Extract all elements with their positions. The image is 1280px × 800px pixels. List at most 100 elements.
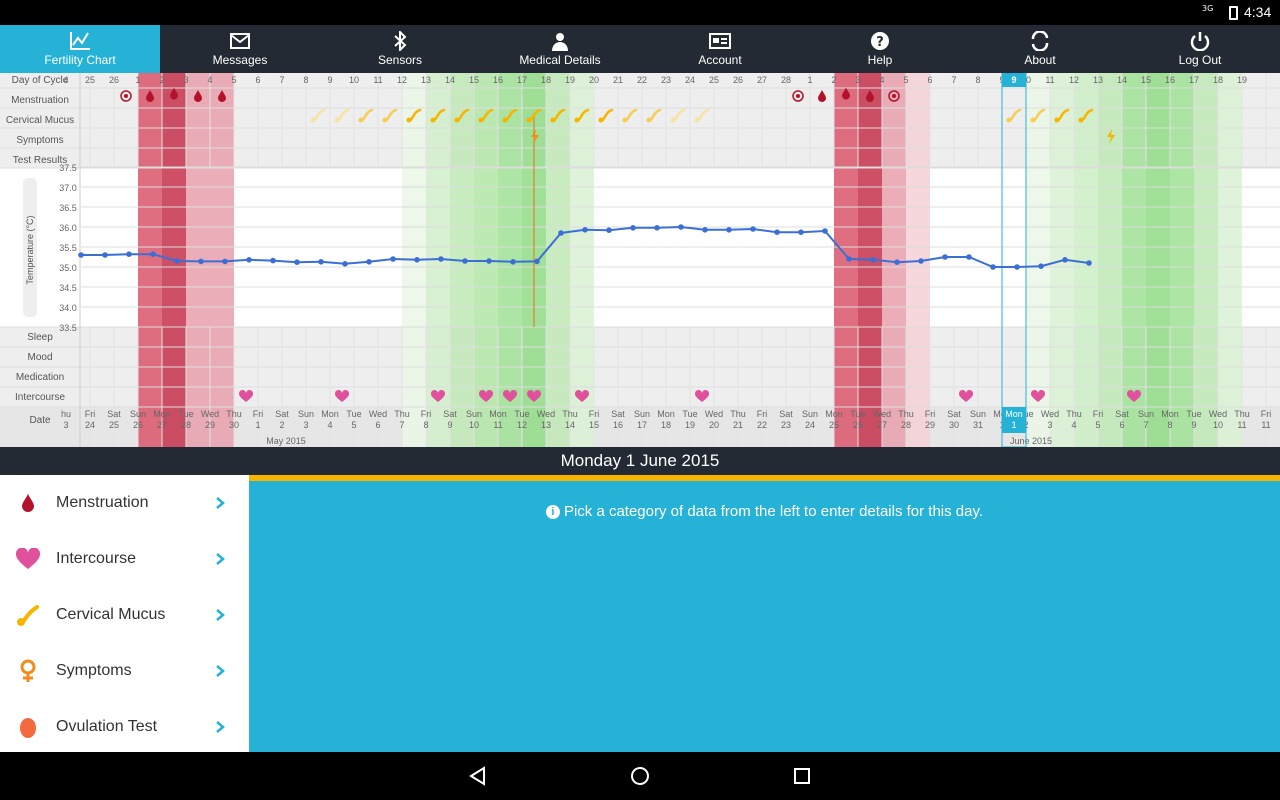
category-label: Symptoms [56, 662, 132, 679]
day-column-shade [1218, 73, 1242, 447]
temperature-point [1014, 264, 1020, 270]
cycle-day-label: 3 [855, 75, 860, 85]
mucus-icon [598, 117, 604, 123]
category-cervical-mucus[interactable]: Cervical Mucus [0, 587, 249, 643]
temperature-point [486, 258, 492, 264]
home-icon[interactable] [630, 766, 650, 786]
refresh-icon [1031, 31, 1049, 51]
menstruation-drop-icon [194, 90, 202, 102]
chart-icon [70, 32, 90, 50]
weekday-label: Sun [298, 409, 314, 419]
bluetooth-icon [394, 31, 407, 51]
weekday-label: Thu [226, 409, 242, 419]
monthday-label: 27 [157, 420, 167, 430]
weekday-label: Tue [682, 409, 697, 419]
recents-icon[interactable] [792, 766, 812, 786]
weekday-label: Tue [178, 409, 193, 419]
temperature-point [294, 259, 300, 265]
intercourse-heart-icon [1126, 389, 1142, 402]
fertility-chart[interactable]: Day of Cycle Menstruation Cervical Mucus Sy… [0, 73, 1280, 447]
nav-medical-details[interactable]: Medical Details [480, 25, 640, 73]
monthday-label: 17 [637, 420, 647, 430]
cycle-day-label: 5 [903, 75, 908, 85]
menstruation-mark-icon [796, 94, 800, 98]
temperature-point [990, 264, 996, 270]
weekday-label: Wed [1041, 409, 1059, 419]
row-label: Menstruation [11, 95, 69, 106]
nav-label: About [1024, 53, 1056, 67]
category-symptoms[interactable]: Symptoms [0, 643, 249, 699]
monthday-label: 3 [63, 420, 68, 430]
row-label: Mood [27, 352, 52, 363]
category-list: Menstruation Intercourse Cervical Mucus … [0, 475, 249, 752]
monthday-label: 6 [1119, 420, 1124, 430]
cycle-day-label: 3 [183, 75, 188, 85]
cycle-day-label: 6 [927, 75, 932, 85]
nav-log-out[interactable]: Log Out [1120, 25, 1280, 73]
temperature-point [678, 224, 684, 230]
monthday-label: 10 [469, 420, 479, 430]
nav-messages[interactable]: Messages [160, 25, 320, 73]
nav-account[interactable]: Account [640, 25, 800, 73]
y-tick-label: 36.0 [59, 223, 77, 233]
y-tick-label: 35.5 [59, 243, 77, 253]
battery-icon [1229, 6, 1238, 20]
category-label: Intercourse [56, 550, 137, 567]
detail-panel: i Pick a category of data from the left t… [249, 475, 1280, 752]
weekday-label: Mon [825, 409, 843, 419]
cycle-day-label: 12 [1069, 75, 1079, 85]
temperature-point [438, 256, 444, 262]
temperature-point [414, 257, 420, 263]
cycle-day-label: 25 [85, 75, 95, 85]
cycle-day-label: 26 [109, 75, 119, 85]
row-label: Test Results [13, 155, 67, 166]
temperature-point [1086, 260, 1092, 266]
mucus-icon [358, 117, 364, 123]
weekday-label: Thu [1234, 409, 1250, 419]
detail-message: i Pick a category of data from the left t… [249, 503, 1280, 520]
cycle-day-label: 14 [445, 75, 455, 85]
monthday-label: 29 [925, 420, 935, 430]
weekday-label: Wed [537, 409, 555, 419]
weekday-label: Sat [947, 409, 961, 419]
status-time: 4:34 [1244, 4, 1272, 20]
temperature-point [846, 256, 852, 262]
monthday-label: 7 [399, 420, 404, 430]
nav-about[interactable]: About [960, 25, 1120, 73]
mucus-icon [454, 117, 460, 123]
back-icon[interactable] [468, 766, 488, 786]
mucus-icon [502, 117, 508, 123]
row-label: Day of Cycle [12, 75, 69, 86]
nav-help[interactable]: ? Help [800, 25, 960, 73]
mucus-icon [646, 117, 652, 123]
monthday-label: 1 [255, 420, 260, 430]
monthday-label: 8 [1167, 420, 1172, 430]
menstruation-mark-icon [888, 90, 900, 102]
weekday-label: Thu [394, 409, 410, 419]
weekday-label: Wed [873, 409, 891, 419]
symptom-bolt-icon [531, 129, 539, 144]
temperature-point [654, 225, 660, 231]
row-label: Symptoms [16, 135, 63, 146]
category-menstruation[interactable]: Menstruation [0, 475, 249, 531]
day-column-shade [570, 73, 594, 447]
chevron-right-icon [216, 553, 225, 565]
ylabel-bg [23, 178, 37, 317]
cycle-day-label: 5 [231, 75, 236, 85]
mucus-icon [334, 117, 340, 123]
weekday-label: Mon [153, 409, 171, 419]
mucus-icon [574, 117, 580, 123]
monthday-label: 25 [829, 420, 839, 430]
category-ovulation-test[interactable]: Ovulation Test [0, 699, 249, 755]
nav-sensors[interactable]: Sensors [320, 25, 480, 73]
fertility-chart-svg[interactable]: Day of Cycle Menstruation Cervical Mucus Sy… [0, 73, 1280, 447]
weekday-label: Wed [705, 409, 723, 419]
day-column-shade [210, 73, 234, 447]
weekday-label: Sun [802, 409, 818, 419]
cycle-day-label: 11 [373, 75, 382, 85]
weekday-label: Fri [421, 409, 432, 419]
monthday-label: 13 [541, 420, 551, 430]
nav-fertility-chart[interactable]: Fertility Chart [0, 25, 160, 73]
monthday-label: 26 [133, 420, 143, 430]
category-intercourse[interactable]: Intercourse [0, 531, 249, 587]
